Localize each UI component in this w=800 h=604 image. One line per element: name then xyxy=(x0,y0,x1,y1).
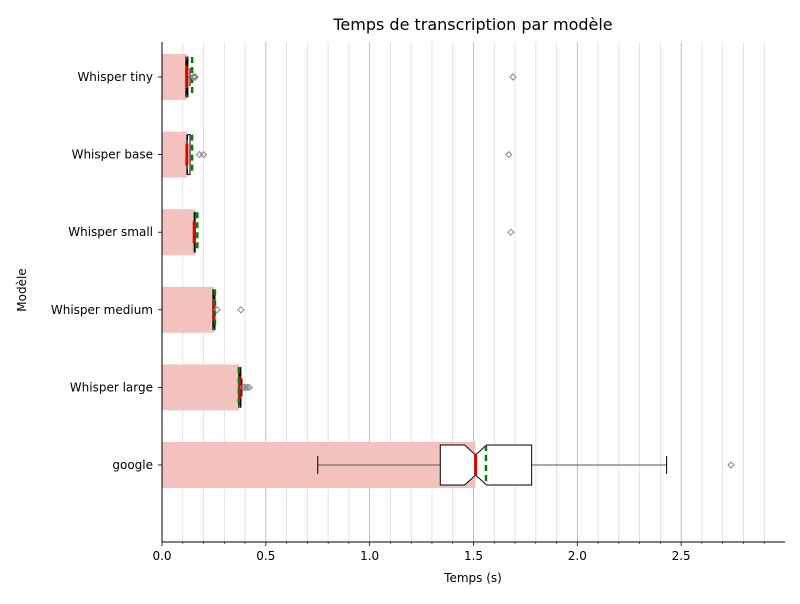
x-tick-label: 0.5 xyxy=(256,549,275,563)
y-tick-label: google xyxy=(112,458,153,472)
axes-layer: 0.0 0.5 1.0 1.5 2.0 2.5 Whisper tiny Whisper ba… xyxy=(51,42,785,563)
y-tick-label: Whisper small xyxy=(68,225,153,239)
outlier-marker xyxy=(191,73,199,81)
y-tick-label: Whisper base xyxy=(72,148,153,162)
outlier-marker xyxy=(243,383,251,392)
mean-bars-layer xyxy=(162,54,476,488)
x-axis-label: Temps (s) xyxy=(443,571,502,585)
x-tick-label: 2.0 xyxy=(568,549,587,563)
outlier-marker xyxy=(199,150,208,159)
outlier-marker xyxy=(505,150,513,159)
y-tick-label: Whisper large xyxy=(70,380,153,394)
x-tick-label: 1.5 xyxy=(464,549,483,563)
mean-bar xyxy=(162,131,187,178)
outlier-marker xyxy=(190,73,198,81)
mean-bar xyxy=(162,364,239,411)
outlier-marker xyxy=(213,306,221,314)
outlier-marker xyxy=(245,383,253,392)
mean-bar xyxy=(162,286,214,333)
x-tick-label: 1.0 xyxy=(360,549,379,563)
outlier-marker xyxy=(195,150,204,159)
outlier-marker xyxy=(509,73,517,81)
x-tick-label: 2.5 xyxy=(672,549,691,563)
outlier-marker xyxy=(189,73,197,81)
y-tick-label: Whisper medium xyxy=(51,303,153,317)
y-axis-label: Modèle xyxy=(15,268,29,311)
outlier-marker xyxy=(727,461,735,469)
y-tick-label: Whisper tiny xyxy=(77,70,153,84)
boxes-layer xyxy=(185,56,735,486)
chart-title: Temps de transcription par modèle xyxy=(332,15,612,34)
mean-bar xyxy=(162,209,196,256)
x-tick-label: 0.0 xyxy=(152,549,171,563)
mean-bar xyxy=(162,54,187,100)
outlier-marker xyxy=(507,228,515,236)
outlier-marker xyxy=(237,306,245,314)
